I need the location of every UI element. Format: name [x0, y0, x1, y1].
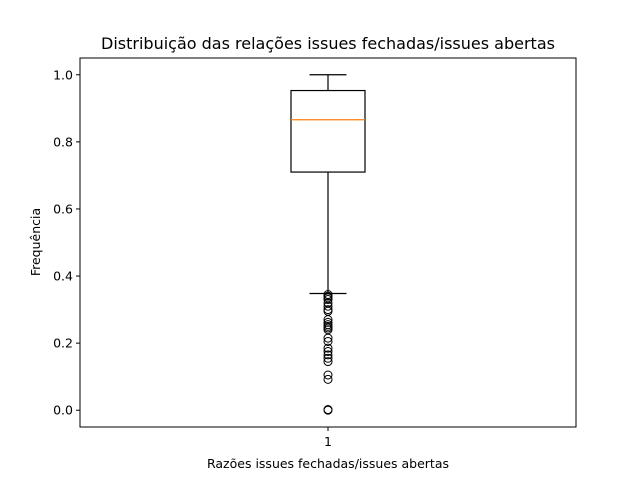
outlier-point — [323, 405, 333, 415]
outlier-point — [323, 343, 333, 353]
outlier-point — [323, 295, 333, 305]
outlier-point — [323, 347, 333, 357]
y-tick-label: 0.4 — [53, 269, 73, 284]
outlier-point — [323, 333, 333, 343]
chart-title: Distribuição das relações issues fechada… — [101, 34, 555, 53]
outlier-point — [323, 336, 333, 346]
outlier-point — [323, 357, 333, 367]
outlier-point — [323, 370, 333, 380]
outlier-point — [323, 301, 333, 311]
x-axis: 1 — [324, 427, 332, 449]
outlier-point — [323, 350, 333, 360]
y-axis: 0.0 0.2 0.4 0.6 0.8 1.0 — [53, 67, 80, 418]
y-tick-label: 0.6 — [53, 201, 73, 216]
iqr-box — [290, 89, 366, 173]
y-tick-label: 0.0 — [53, 403, 73, 418]
y-tick-label: 0.2 — [53, 336, 73, 351]
x-tick-label: 1 — [324, 434, 332, 449]
x-axis-label: Razões issues fechadas/issues abertas — [207, 456, 449, 471]
y-tick-label: 1.0 — [53, 67, 73, 82]
outlier-points — [323, 289, 333, 415]
y-tick-label: 0.8 — [53, 134, 73, 149]
box-group — [290, 74, 366, 295]
outlier-point — [323, 374, 333, 384]
outlier-point — [323, 353, 333, 363]
outlier-point — [323, 317, 333, 327]
y-axis-label: Frequência — [28, 208, 43, 276]
